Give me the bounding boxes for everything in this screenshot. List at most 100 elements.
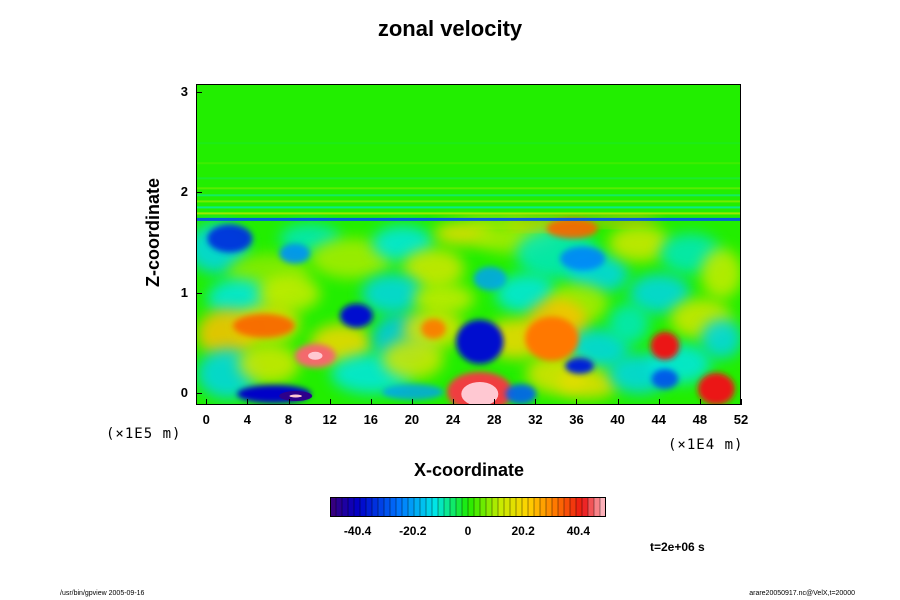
x-tick-mark xyxy=(535,399,537,405)
x-tick-mark xyxy=(494,399,496,405)
colorbar-swatch xyxy=(450,497,457,517)
colorbar-tick-label: 20.2 xyxy=(511,524,535,538)
x-tick-label: 8 xyxy=(284,412,293,427)
field-blob xyxy=(258,275,321,312)
field-blob xyxy=(421,318,446,339)
x-axis-label: X-coordinate xyxy=(413,460,524,480)
field-blob xyxy=(279,243,311,264)
colorbar-tick-label: -40.4 xyxy=(343,524,372,538)
x-tick-label: 24 xyxy=(445,412,461,427)
field-blob xyxy=(207,224,253,253)
colorbar-swatch xyxy=(396,497,403,517)
field-blob xyxy=(456,319,504,364)
x-tick-mark xyxy=(741,399,742,405)
x-tick-label: 40 xyxy=(610,412,625,427)
colorbar-swatch xyxy=(486,497,493,517)
colorbar-swatch xyxy=(534,497,541,517)
x-tick-mark xyxy=(699,399,701,405)
field-blob xyxy=(310,238,393,279)
x-tick-label: 4 xyxy=(243,412,252,427)
colorbar-swatch xyxy=(468,497,475,517)
x-tick-label: 16 xyxy=(363,412,379,427)
colorbar-swatch xyxy=(588,497,595,517)
colorbar-swatch xyxy=(426,497,433,517)
colorbar-swatch xyxy=(402,497,409,517)
x-tick-label: 32 xyxy=(528,412,543,427)
x-tick-label: 0 xyxy=(202,412,210,427)
x-tick-mark xyxy=(329,399,331,405)
field-blob xyxy=(608,303,650,344)
colorbar-swatch xyxy=(354,497,361,517)
x-tick-label: 20 xyxy=(404,412,420,427)
colorbar-swatch xyxy=(414,497,421,517)
field-blob xyxy=(473,266,507,291)
x-tick-label: 12 xyxy=(322,412,337,427)
x-tick-label: 28 xyxy=(486,412,502,427)
colorbar xyxy=(330,497,606,517)
colorbar-swatch xyxy=(582,497,589,517)
field-blob xyxy=(289,394,302,398)
field-blob xyxy=(505,384,537,404)
colorbar-swatch xyxy=(462,497,469,517)
field-band xyxy=(197,187,740,190)
x-tick-mark xyxy=(206,399,208,405)
field-blob xyxy=(525,316,579,361)
colorbar-swatch xyxy=(420,497,427,517)
y-scale-note: (×1E5 m) xyxy=(106,426,182,442)
colorbar-swatch xyxy=(360,497,367,517)
time-annotation: t=2e+06 s xyxy=(650,540,705,554)
colorbar-swatch xyxy=(384,497,391,517)
colorbar-swatch xyxy=(540,497,547,517)
colorbar-swatch xyxy=(336,497,343,517)
x-tick-mark xyxy=(411,399,413,405)
x-tick-label: 36 xyxy=(569,412,584,427)
x-tick-label: 44 xyxy=(651,412,666,427)
colorbar-swatch xyxy=(456,497,463,517)
field-blob xyxy=(628,273,691,314)
field-blob xyxy=(233,313,295,338)
colorbar-swatch xyxy=(348,497,355,517)
x-tick-label: 52 xyxy=(733,412,749,427)
field-band xyxy=(197,200,740,203)
y-tick-label: 0 xyxy=(180,384,188,400)
colorbar-swatch xyxy=(390,497,397,517)
colorbar-swatch xyxy=(552,497,559,517)
x-tick-mark xyxy=(288,399,290,405)
colorbar-tick-label: 0 xyxy=(464,524,472,538)
field-blob xyxy=(650,331,680,360)
x-tick-label: 48 xyxy=(692,412,708,427)
colorbar-swatch xyxy=(528,497,535,517)
field-blob xyxy=(546,218,598,239)
x-tick-mark xyxy=(658,399,660,405)
field-blob xyxy=(382,338,444,379)
field-blob xyxy=(413,283,475,314)
field-blob xyxy=(651,368,679,389)
velocity-field xyxy=(197,85,740,404)
colorbar-swatch xyxy=(570,497,577,517)
chart-title: zonal velocity xyxy=(377,16,523,41)
colorbar-tick-label: -20.2 xyxy=(399,524,427,538)
field-blob xyxy=(467,388,493,404)
field-band xyxy=(197,142,740,145)
field-blob xyxy=(700,318,740,359)
colorbar-swatch xyxy=(510,497,517,517)
colorbar-swatch xyxy=(492,497,499,517)
y-tick-label: 3 xyxy=(180,84,188,100)
footer-right: arare20050917.nc@VelX,t=20000 xyxy=(749,590,855,597)
x-tick-mark xyxy=(576,399,578,405)
field-blob xyxy=(308,351,323,360)
colorbar-swatch xyxy=(408,497,415,517)
x-tick-mark xyxy=(370,399,372,405)
colorbar-swatch xyxy=(558,497,565,517)
y-tick-label: 2 xyxy=(180,184,188,200)
colorbar-swatch xyxy=(378,497,385,517)
field-blob xyxy=(700,248,740,299)
field-blob xyxy=(238,343,300,384)
y-tick-mark xyxy=(196,92,202,94)
field-blob xyxy=(402,248,465,289)
field-blob xyxy=(339,303,373,328)
colorbar-swatch xyxy=(444,497,451,517)
colorbar-swatch xyxy=(366,497,373,517)
y-tick-label: 1 xyxy=(180,284,188,300)
colorbar-swatch xyxy=(504,497,511,517)
